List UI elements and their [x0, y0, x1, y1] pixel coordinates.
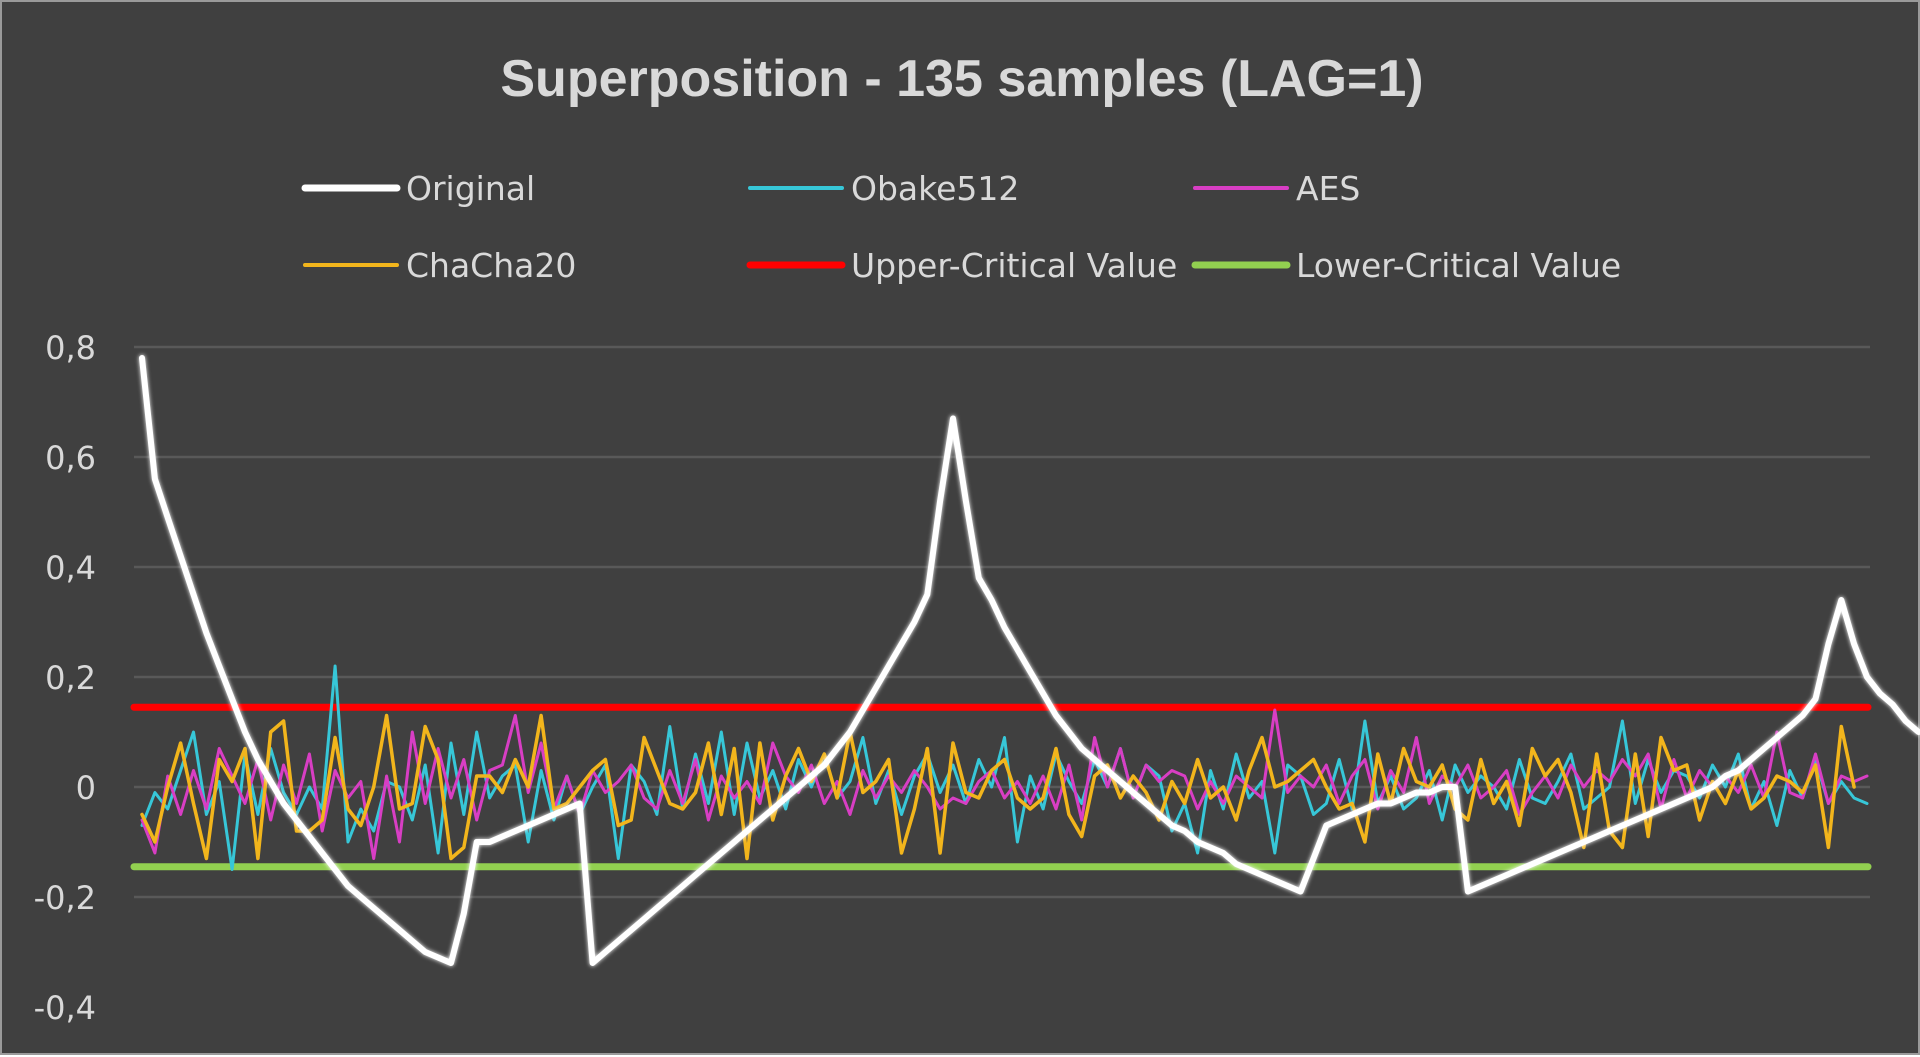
plot-series: [130, 355, 1920, 966]
y-tick-label: 0,6: [45, 439, 96, 477]
legend-label: Lower-Critical Value: [1296, 246, 1621, 285]
series-line-original: [139, 355, 1920, 966]
series-line-aes: [140, 708, 1869, 860]
legend-label: ChaCha20: [406, 246, 576, 285]
series-line-obake512: [140, 664, 1869, 871]
y-tick-label: -0,2: [34, 879, 96, 917]
series-line-chacha20: [140, 713, 1856, 861]
y-tick-label: 0,2: [45, 659, 96, 697]
legend: Original Obake512 AES ChaCha20 Upper-Critica…: [301, 169, 1621, 285]
legend-label: Original: [406, 169, 535, 208]
legend-label: AES: [1296, 169, 1360, 208]
y-tick-label: 0,8: [45, 329, 96, 367]
y-tick-label: 0,4: [45, 549, 96, 587]
legend-label: Obake512: [851, 169, 1019, 208]
y-axis-tick-labels: 0,8 0,6 0,4 0,2 0 -0,2 -0,4: [34, 329, 96, 1027]
y-tick-label: -0,4: [34, 989, 96, 1027]
chart-title: Superposition - 135 samples (LAG=1): [500, 50, 1423, 108]
legend-label: Upper-Critical Value: [851, 246, 1177, 285]
y-tick-label: 0: [76, 769, 96, 807]
